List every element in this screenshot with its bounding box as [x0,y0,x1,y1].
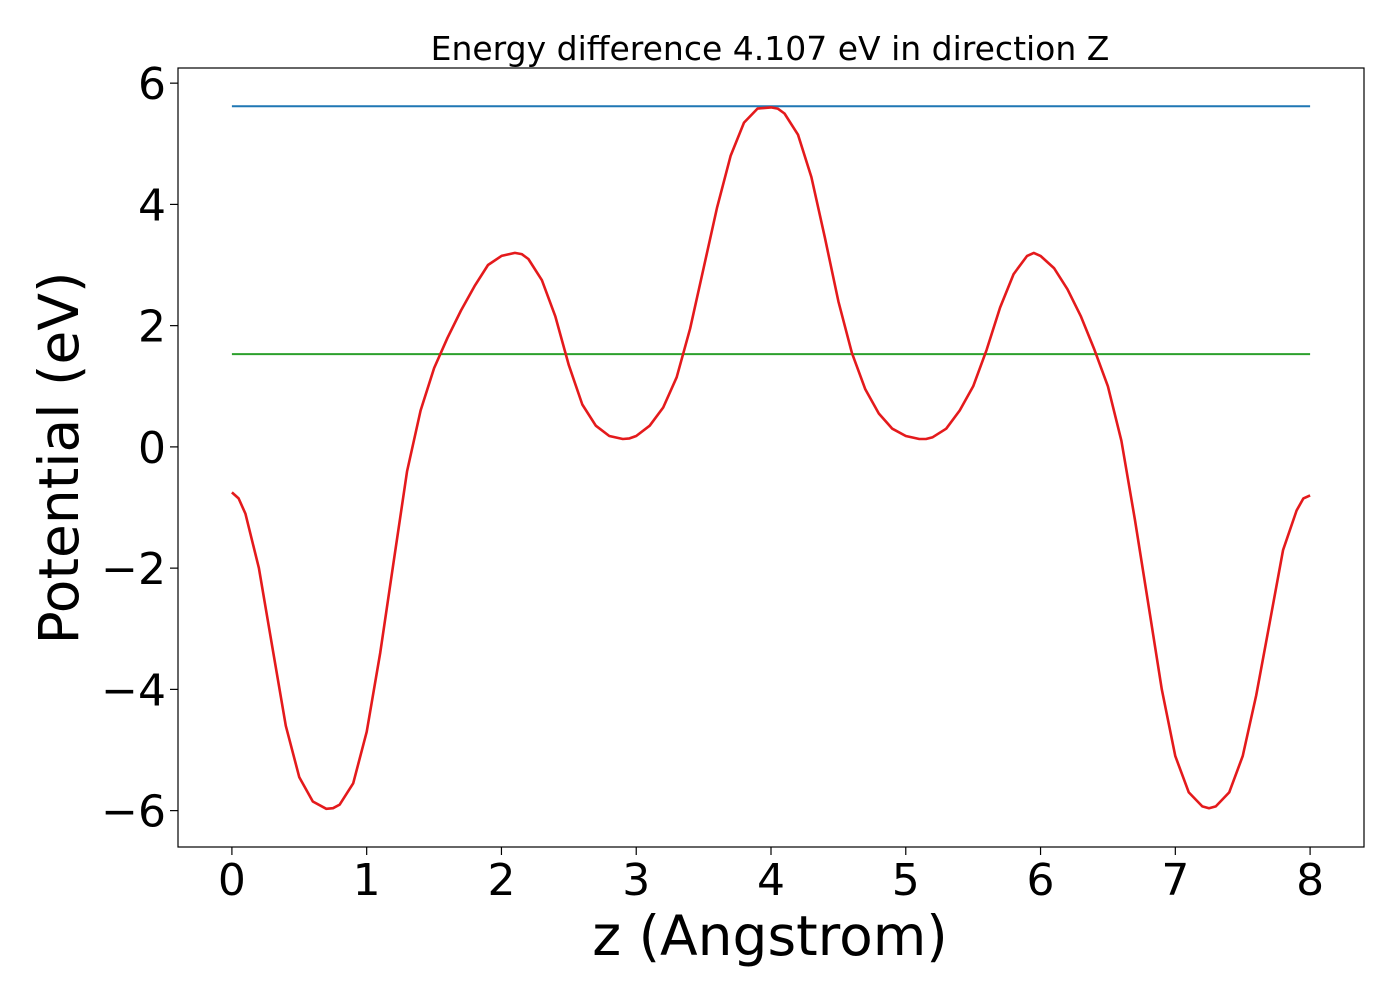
x-axis-ticks: 0 1 2 3 4 5 6 7 8 [218,847,1324,906]
x-tick-label: 8 [1296,855,1324,906]
y-tick-label: 2 [138,302,166,353]
x-tick-label: 6 [1027,855,1055,906]
x-tick-label: 2 [487,855,515,906]
series-line-2 [231,106,1311,811]
x-tick-label: 0 [218,855,246,906]
x-tick-label: 3 [622,855,650,906]
chart-title: Energy difference 4.107 eV in direction … [431,29,1110,68]
y-axis-label: Potential (eV) [27,272,91,645]
y-tick-label: −6 [101,787,166,838]
y-tick-label: −2 [101,544,166,595]
x-tick-label: 7 [1161,855,1189,906]
y-axis-ticks: −6 −4 −2 0 2 4 6 [101,59,178,838]
x-tick-label: 1 [353,855,381,906]
y-tick-label: 6 [138,59,166,110]
series-lines [231,105,1311,811]
y-tick-label: 4 [138,180,166,231]
y-tick-label: −4 [101,665,166,716]
x-tick-label: 5 [892,855,920,906]
y-tick-label: 0 [138,423,166,474]
x-axis-label: z (Angstrom) [592,904,948,968]
plot-area-frame [177,67,1365,848]
x-tick-label: 4 [757,855,785,906]
